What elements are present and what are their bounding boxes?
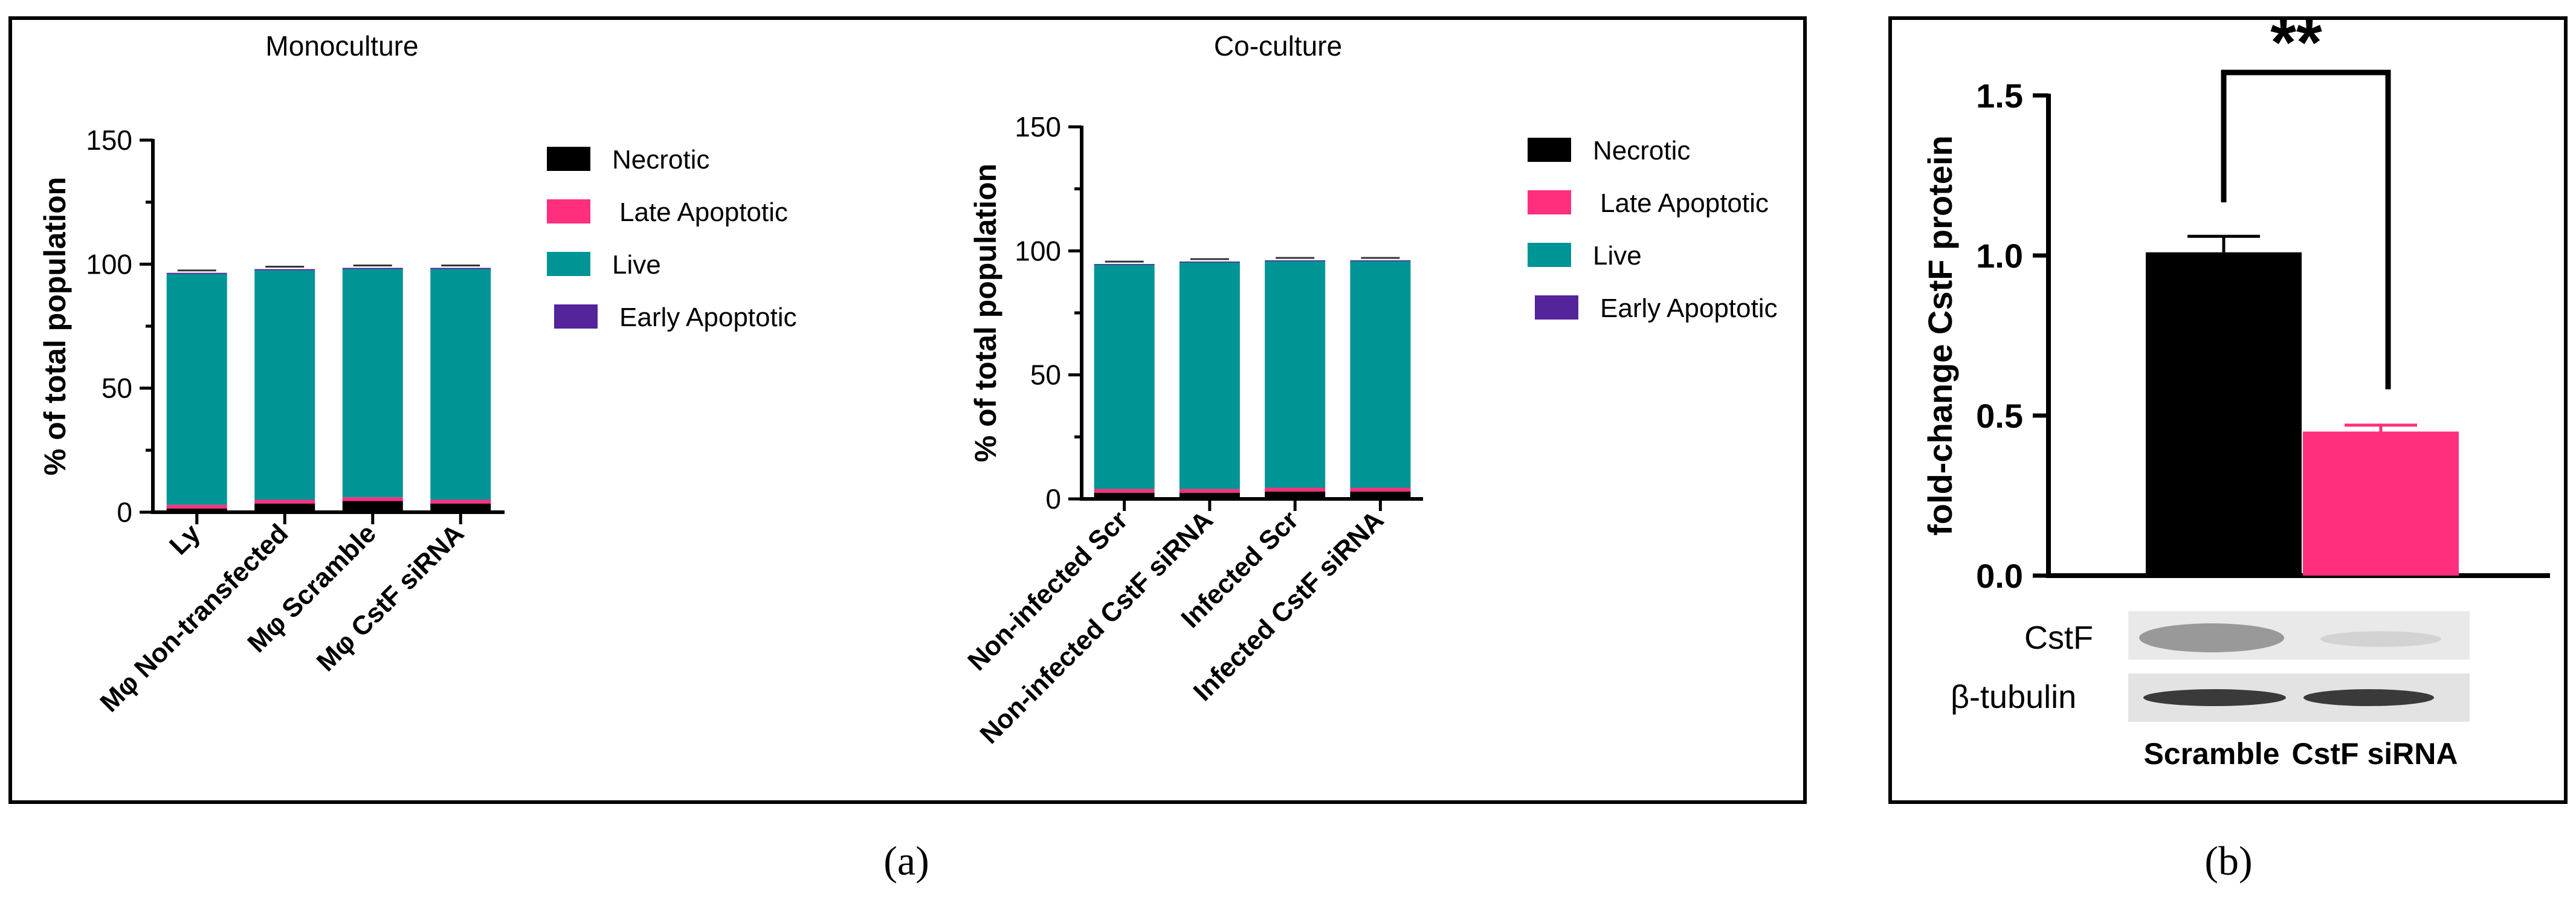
b-category-label: CstF siRNA	[2291, 737, 2458, 771]
panel-a-frame	[8, 16, 1807, 804]
co-title: Co-culture	[1214, 30, 1342, 62]
blot-tubulin-band-scramble	[2143, 689, 2286, 706]
mono-bar-late_apoptotic	[342, 497, 403, 501]
co-bar-necrotic	[1265, 491, 1326, 499]
co-legend-label-necrotic: Necrotic	[1593, 136, 1690, 165]
co-ytick-label: 0	[1045, 483, 1061, 515]
co-legend-label-late_apoptotic: Late Apoptotic	[1600, 188, 1769, 218]
mono-bar-necrotic	[342, 501, 403, 512]
mono-ytick-label: 150	[86, 124, 132, 156]
co-bar-early_apoptotic	[1179, 261, 1240, 263]
co-ytick-label: 150	[1015, 111, 1061, 143]
mono-bar-necrotic	[430, 503, 491, 512]
b-blot-label-cstf: CstF	[2024, 620, 2093, 656]
mono-bar-late_apoptotic	[166, 504, 227, 509]
mono-bar-live	[430, 269, 491, 500]
co-legend-label-live: Live	[1593, 241, 1642, 271]
b-ylabel: fold-change CstF protein	[1921, 135, 1959, 536]
mono-category-label: Ly	[164, 518, 206, 561]
mono-bar-live	[166, 274, 227, 505]
cstf-foldchange-chart: fold-change CstF protein 0.0 0.5 1.0 1.5 Scra…	[1921, 5, 2550, 771]
mono-bar-necrotic	[254, 503, 315, 512]
mono-category-label: Mφ CstF siRNA	[311, 518, 470, 677]
mono-bar-live	[342, 269, 403, 498]
mono-ylabel: % of total population	[38, 177, 72, 475]
mono-ytick-label: 50	[102, 373, 132, 404]
mono-bar-early_apoptotic	[430, 268, 491, 269]
mono-bar-late_apoptotic	[430, 500, 491, 504]
b-significance-bracket	[2221, 69, 2391, 390]
mono-legend-swatch-necrotic	[547, 147, 590, 171]
b-significance-stars: **	[2270, 5, 2322, 80]
co-bar-live	[1350, 260, 1411, 488]
mono-bar-early_apoptotic	[342, 268, 403, 269]
co-bar-early_apoptotic	[1094, 264, 1155, 265]
b-ytick-label: 1.0	[1976, 237, 2023, 275]
mono-legend-label-early_apoptotic: Early Apoptotic	[619, 303, 797, 332]
co-bar-late_apoptotic	[1094, 489, 1155, 493]
co-legend-swatch-late_apoptotic	[1528, 190, 1571, 214]
b-ytick-label: 1.5	[1976, 77, 2023, 115]
mono-legend-label-live: Live	[612, 250, 661, 280]
mono-bar-early_apoptotic	[254, 269, 315, 271]
monoculture-chart: Monoculture % of total population 0 50 100 15…	[38, 30, 797, 718]
mono-ytick-label: 100	[86, 248, 132, 280]
co-bar-late_apoptotic	[1265, 487, 1326, 492]
panel-label-b: (b)	[2204, 838, 2252, 884]
co-bar-necrotic	[1350, 491, 1411, 499]
mono-legend-swatch-live	[547, 252, 590, 276]
mono-legend-label-late_apoptotic: Late Apoptotic	[619, 198, 788, 227]
panel-label-a: (a)	[883, 838, 929, 884]
mono-bar-live	[254, 270, 315, 500]
coculture-chart: Co-culture % of total population 0 50 100 150…	[962, 30, 1777, 750]
co-bar-early_apoptotic	[1265, 260, 1326, 262]
co-bar-live	[1179, 262, 1240, 489]
co-ylabel: % of total population	[969, 164, 1002, 462]
mono-title: Monoculture	[265, 30, 418, 62]
mono-bar-late_apoptotic	[254, 500, 315, 504]
blot-cstf-band-sirna	[2320, 631, 2441, 647]
b-ytick-label: 0.5	[1976, 397, 2023, 435]
mono-legend-label-necrotic: Necrotic	[612, 145, 709, 175]
co-category-label: Non-infected Scr	[962, 505, 1134, 676]
mono-bar-early_apoptotic	[166, 272, 227, 274]
b-bar-scramble	[2146, 252, 2302, 576]
co-legend-swatch-live	[1528, 243, 1571, 267]
co-bar-necrotic	[1094, 492, 1155, 499]
mono-legend-swatch-early_apoptotic	[554, 304, 598, 329]
co-bar-late_apoptotic	[1350, 487, 1411, 492]
western-blot	[2128, 611, 2470, 722]
co-legend-swatch-necrotic	[1528, 138, 1571, 162]
co-bar-late_apoptotic	[1179, 489, 1240, 493]
mono-ytick-label: 0	[117, 496, 132, 528]
co-ytick-label: 100	[1015, 235, 1061, 266]
b-blot-label-tubulin: β-tubulin	[1951, 679, 2076, 715]
co-bar-necrotic	[1179, 492, 1240, 499]
co-legend-label-early_apoptotic: Early Apoptotic	[1600, 294, 1778, 323]
b-bar-cstf-sirna	[2303, 431, 2459, 576]
b-ytick-label: 0.0	[1976, 557, 2023, 595]
co-legend-swatch-early_apoptotic	[1535, 295, 1578, 320]
panel-b-frame	[1888, 16, 2568, 804]
mono-legend-swatch-late_apoptotic	[547, 199, 590, 223]
co-bar-live	[1094, 264, 1155, 489]
blot-tubulin-band-sirna	[2303, 689, 2434, 706]
b-category-label: Scramble	[2143, 737, 2279, 771]
mono-bar-necrotic	[166, 508, 227, 512]
blot-cstf-band-scramble	[2139, 623, 2284, 652]
co-bar-early_apoptotic	[1350, 260, 1411, 262]
co-ytick-label: 50	[1030, 359, 1061, 391]
co-bar-live	[1265, 260, 1326, 488]
